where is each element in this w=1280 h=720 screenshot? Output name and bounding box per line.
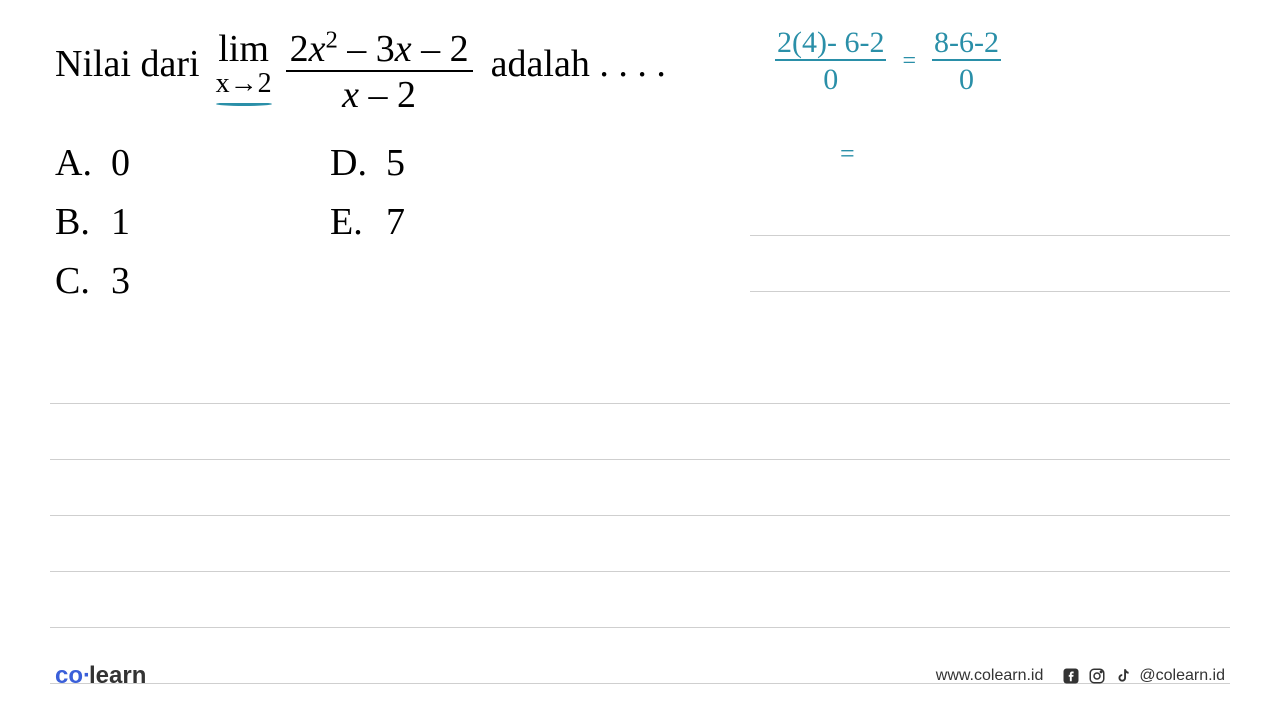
social-group: @colearn.id bbox=[1061, 666, 1225, 686]
brand-logo: co·learn bbox=[55, 662, 146, 690]
option-value: 3 bbox=[111, 252, 130, 311]
handwritten-fraction-2: 8-6-2 0 bbox=[932, 26, 1001, 96]
hw-numerator: 2(4)- 6-2 bbox=[775, 26, 886, 61]
fraction-denominator: x – 2 bbox=[342, 72, 416, 114]
option-d: D. 5 bbox=[330, 134, 405, 193]
handwriting-line-1: 2(4)- 6-2 0 = 8-6-2 0 bbox=[775, 26, 1001, 96]
hw-denominator: 0 bbox=[959, 61, 974, 96]
question-prefix: Nilai dari bbox=[55, 30, 200, 88]
rule-line bbox=[50, 572, 1230, 628]
option-e: E. 7 bbox=[330, 193, 405, 252]
content-area: Nilai dari lim x→2 2x2 – 3x – 2 x – 2 ad… bbox=[0, 0, 1280, 311]
fraction-numerator: 2x2 – 3x – 2 bbox=[286, 30, 473, 72]
equals-sign: = bbox=[902, 48, 916, 74]
option-value: 0 bbox=[111, 134, 130, 193]
option-letter: C. bbox=[55, 252, 111, 311]
option-value: 1 bbox=[111, 193, 130, 252]
footer: co·learn www.colearn.id @colearn.id bbox=[0, 662, 1280, 690]
footer-right: www.colearn.id @colearn.id bbox=[936, 666, 1225, 686]
option-value: 5 bbox=[386, 134, 405, 193]
option-letter: A. bbox=[55, 134, 111, 193]
rule-line bbox=[50, 460, 1230, 516]
logo-part-co: co bbox=[55, 662, 83, 689]
rule-line bbox=[50, 516, 1230, 572]
limit-subscript: x→2 bbox=[216, 70, 272, 98]
option-letter: E. bbox=[330, 193, 386, 252]
handwritten-fraction-1: 2(4)- 6-2 0 bbox=[775, 26, 886, 96]
option-letter: B. bbox=[55, 193, 111, 252]
hw-numerator: 8-6-2 bbox=[932, 26, 1001, 61]
rule-line bbox=[50, 404, 1230, 460]
options-column-2: D. 5 E. 7 bbox=[330, 134, 405, 311]
logo-part-learn: learn bbox=[89, 662, 146, 689]
facebook-icon bbox=[1061, 666, 1081, 686]
limit-symbol: lim bbox=[218, 30, 269, 68]
hw-denominator: 0 bbox=[823, 61, 838, 96]
fraction: 2x2 – 3x – 2 x – 2 bbox=[286, 30, 473, 114]
option-value: 7 bbox=[386, 193, 405, 252]
handwriting-line-2: = bbox=[840, 140, 855, 169]
underline-annotation bbox=[216, 102, 272, 106]
question-suffix: adalah . . . . bbox=[491, 30, 666, 88]
instagram-icon bbox=[1087, 666, 1107, 686]
answer-options: A. 0 B. 1 C. 3 D. 5 E. 7 bbox=[55, 134, 1225, 311]
option-b: B. 1 bbox=[55, 193, 130, 252]
option-a: A. 0 bbox=[55, 134, 130, 193]
options-column-1: A. 0 B. 1 C. 3 bbox=[55, 134, 130, 311]
option-letter: D. bbox=[330, 134, 386, 193]
question-text: Nilai dari lim x→2 2x2 – 3x – 2 x – 2 ad… bbox=[55, 30, 1225, 114]
website-url: www.colearn.id bbox=[936, 667, 1044, 685]
rule-line bbox=[50, 348, 1230, 404]
tiktok-icon bbox=[1113, 666, 1133, 686]
social-handle: @colearn.id bbox=[1139, 667, 1225, 685]
option-c: C. 3 bbox=[55, 252, 130, 311]
limit-expression: lim x→2 bbox=[216, 30, 272, 98]
